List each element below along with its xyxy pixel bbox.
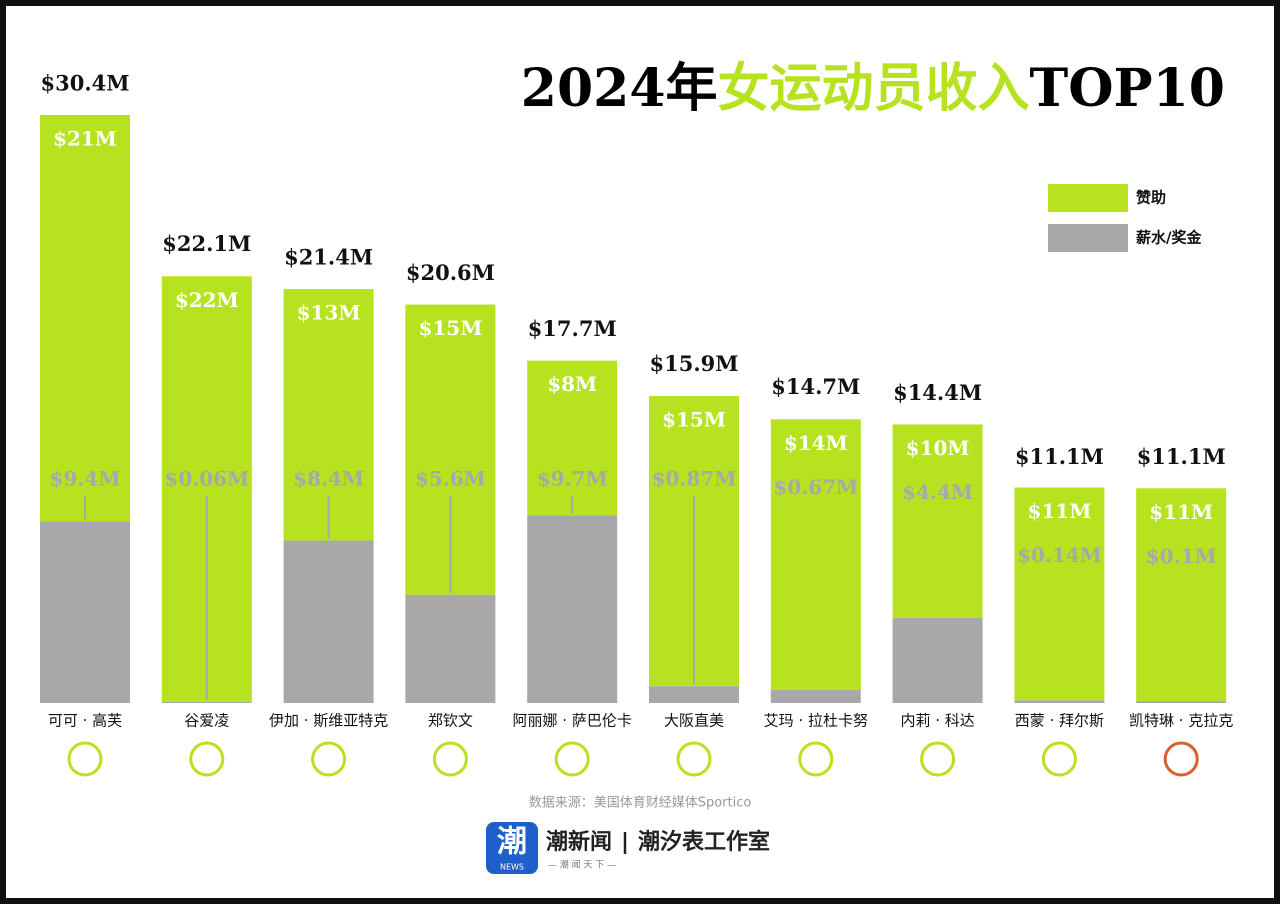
total-label: $14.7M <box>771 374 860 399</box>
total-label: $11.1M <box>1015 444 1104 469</box>
x-tick-label: 伊加 · 斯维亚特克 <box>269 712 388 730</box>
sport-icon <box>554 741 590 777</box>
sport-icon <box>311 741 347 777</box>
brand-icon-sub: NEWS <box>500 863 524 872</box>
value-label: $8M <box>547 372 597 396</box>
bar-segment <box>1014 700 1105 703</box>
sport-icon <box>67 741 103 777</box>
legend-swatch <box>1048 224 1128 252</box>
bar-segment <box>161 701 252 703</box>
bar-segment <box>649 686 739 703</box>
bar-segment <box>1136 701 1227 703</box>
value-label: $13M <box>297 301 361 325</box>
chart-title: 2024年女运动员收入TOP10 <box>521 58 1225 119</box>
x-tick-label: 西蒙 · 拜尔斯 <box>1015 712 1104 730</box>
brand-slogan: — 潮 闻 天 下 — <box>548 859 616 871</box>
legend-label: 赞助 <box>1135 189 1166 207</box>
bar-segment <box>770 419 861 691</box>
bar-segment <box>892 424 983 618</box>
value-label: $10M <box>906 436 970 460</box>
value-label: $9.7M <box>537 467 608 491</box>
title-tail: TOP10 <box>1030 58 1225 119</box>
x-tick-label: 可可 · 高芙 <box>48 712 122 730</box>
value-label: $11M <box>1149 500 1213 524</box>
x-tick-label: 大阪直美 <box>664 712 724 730</box>
bar-segment <box>283 540 374 703</box>
x-tick-label: 郑钦文 <box>428 712 473 730</box>
total-label: $21.4M <box>284 245 373 270</box>
value-label: $15M <box>418 316 482 340</box>
sport-icon <box>798 741 834 777</box>
sport-icon <box>1041 741 1077 777</box>
brand-studio: 潮汐表工作室 <box>638 829 770 855</box>
sport-icon <box>1163 741 1199 777</box>
value-label: $22M <box>175 288 239 312</box>
value-label: $9.4M <box>50 467 121 491</box>
sport-icon <box>189 741 225 777</box>
bar-segment <box>1136 488 1227 702</box>
bar-segment <box>405 594 496 703</box>
value-label: $0.67M <box>773 475 858 499</box>
legend-swatch <box>1048 184 1128 212</box>
total-label: $20.6M <box>406 260 495 285</box>
value-label: $0.1M <box>1146 544 1217 568</box>
title-highlight: 女运动员收入 <box>718 58 1030 119</box>
bar-segment <box>1014 487 1105 701</box>
x-tick-label: 阿丽娜 · 萨巴伦卡 <box>513 712 632 730</box>
brand-name: 潮新闻 <box>546 829 612 855</box>
value-label: $5.6M <box>415 467 486 491</box>
x-tick-label: 艾玛 · 拉杜卡努 <box>764 712 868 730</box>
sport-icon <box>920 741 956 777</box>
value-label: $0.06M <box>164 467 249 491</box>
value-label: $14M <box>784 431 848 455</box>
sport-icon <box>432 741 468 777</box>
value-label: $21M <box>53 127 117 151</box>
bar-segment <box>527 515 618 703</box>
value-label: $8.4M <box>293 467 364 491</box>
bar-segment <box>40 115 130 522</box>
x-tick-label: 内莉 · 科达 <box>900 712 974 730</box>
title-lead: 2024年 <box>521 58 718 119</box>
value-label: $0.87M <box>652 467 737 491</box>
value-label: $4.4M <box>902 480 973 504</box>
total-label: $30.4M <box>40 71 129 96</box>
total-label: $17.7M <box>528 316 617 341</box>
legend-label: 薪水/奖金 <box>1136 229 1202 247</box>
x-tick-label: 凯特琳 · 克拉克 <box>1129 712 1233 730</box>
value-label: $15M <box>662 408 726 432</box>
bar-segment <box>892 617 983 703</box>
bar-segment <box>770 690 861 703</box>
source: 数据来源：美国体育财经媒体Sportico <box>529 795 752 811</box>
x-tick-label: 谷爱凌 <box>184 712 229 730</box>
value-label: $0.14M <box>1017 543 1102 567</box>
value-label: $11M <box>1027 499 1091 523</box>
total-label: $11.1M <box>1137 444 1226 469</box>
total-label: $15.9M <box>649 351 738 376</box>
total-label: $22.1M <box>162 231 251 256</box>
total-label: $14.4M <box>893 380 982 405</box>
sport-icon <box>676 741 712 777</box>
bar-segment <box>527 360 618 516</box>
bar-segment <box>40 521 130 703</box>
brand-icon <box>486 822 538 874</box>
brand-icon-text: 潮 <box>497 825 527 860</box>
